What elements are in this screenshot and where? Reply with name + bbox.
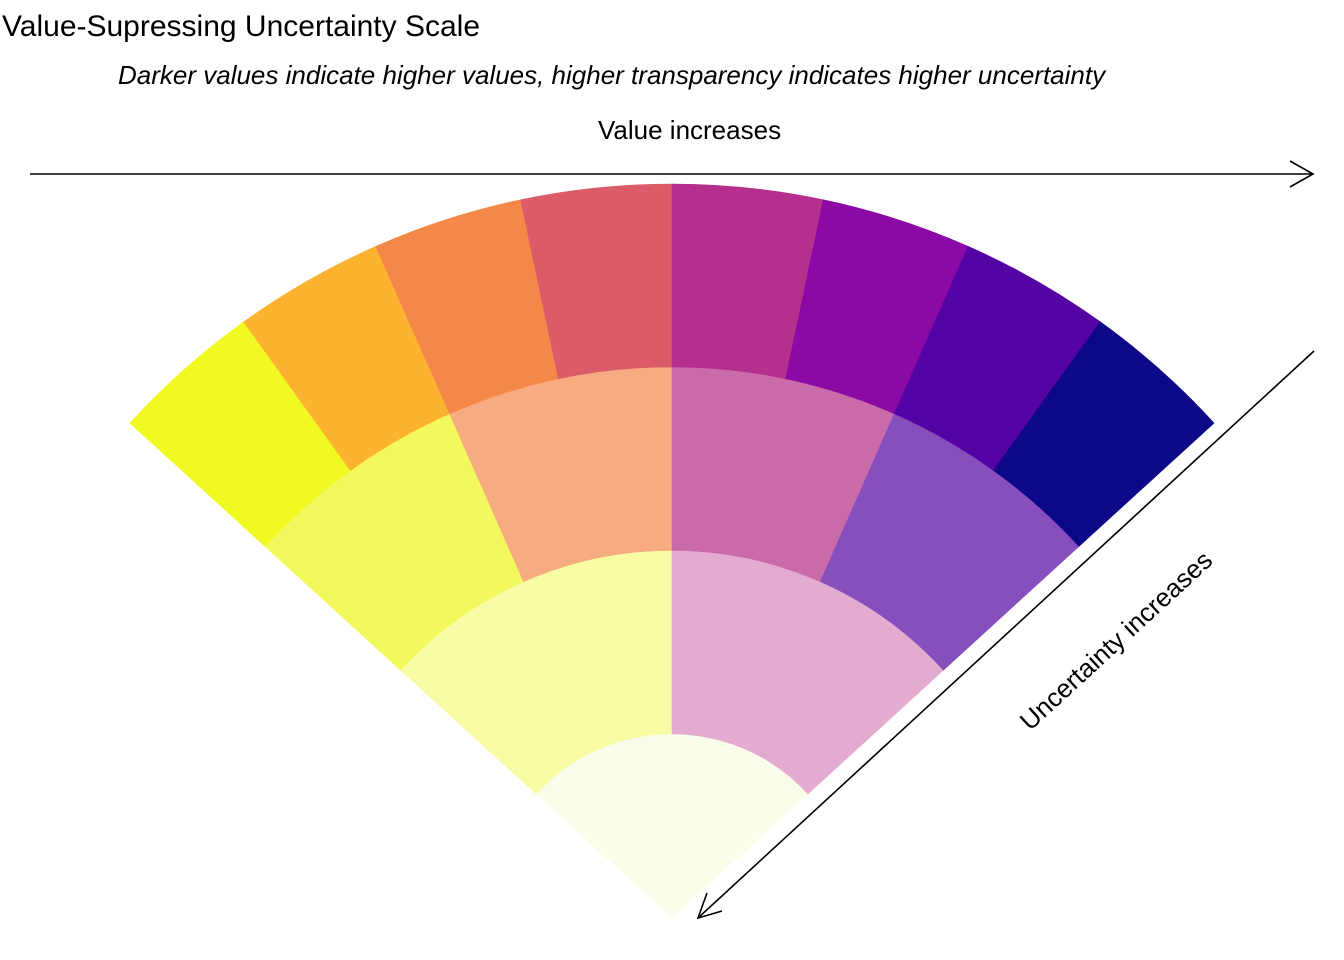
value-arrowhead (1289, 160, 1315, 188)
chart-title: Value-Supressing Uncertainty Scale (2, 10, 481, 43)
uncertainty-arrowhead (696, 892, 723, 920)
uncertainty-arrow-line (697, 350, 1315, 919)
wedge-cell-u3-v1 (536, 734, 808, 919)
value-axis-label: Value increases (598, 115, 782, 145)
wedge-cells (129, 183, 1215, 919)
chart-subtitle: Darker values indicate higher values, hi… (118, 60, 1106, 90)
